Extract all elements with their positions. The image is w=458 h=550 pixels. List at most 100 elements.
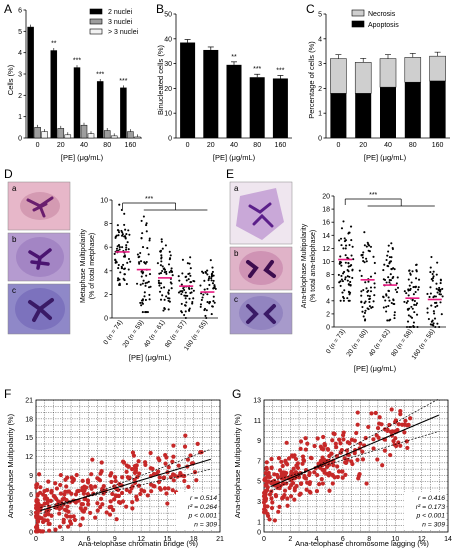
data-point bbox=[206, 287, 209, 290]
data-point bbox=[138, 262, 141, 265]
micrograph-e-a: a bbox=[229, 181, 293, 245]
significance-label: ** bbox=[231, 54, 237, 61]
data-point bbox=[138, 491, 143, 497]
data-point bbox=[363, 319, 367, 322]
data-point bbox=[400, 422, 405, 427]
data-point bbox=[146, 247, 149, 250]
data-point bbox=[347, 441, 352, 446]
data-point bbox=[361, 310, 364, 313]
data-point bbox=[322, 443, 328, 448]
data-point bbox=[127, 475, 132, 480]
data-point bbox=[410, 305, 413, 308]
panel-f-frame bbox=[35, 399, 221, 533]
bar bbox=[27, 26, 34, 139]
panel-g-y-tick-label: 5 bbox=[257, 479, 261, 486]
panel-b-y-tick-label: 40 bbox=[164, 36, 172, 43]
data-point bbox=[428, 295, 431, 298]
bar bbox=[120, 87, 127, 139]
panel-e: 0 2 4 6 8 10 12 14 16 18 20 0 (n = 73)20 (n = 60)40… bbox=[301, 192, 446, 373]
data-point bbox=[128, 233, 131, 236]
data-point bbox=[143, 261, 146, 264]
data-point bbox=[355, 422, 360, 427]
data-point bbox=[300, 461, 305, 466]
data-point bbox=[184, 310, 187, 313]
data-point bbox=[430, 278, 433, 281]
data-point bbox=[139, 301, 142, 304]
data-point bbox=[350, 461, 355, 467]
data-point bbox=[148, 239, 151, 242]
confidence-band bbox=[270, 430, 439, 482]
data-point bbox=[367, 289, 370, 292]
data-point bbox=[327, 462, 332, 467]
panel-a-legend: 2 nuclei 3 nuclei > 3 nuclei bbox=[89, 8, 139, 36]
data-point bbox=[405, 325, 409, 329]
micrograph-d-b: b bbox=[7, 232, 71, 282]
data-point bbox=[93, 484, 98, 489]
data-point bbox=[282, 493, 287, 498]
data-point bbox=[139, 260, 143, 263]
data-point bbox=[367, 280, 370, 283]
data-point bbox=[126, 261, 129, 264]
data-point bbox=[212, 274, 215, 277]
data-point bbox=[45, 518, 50, 523]
data-point bbox=[414, 290, 417, 294]
data-point bbox=[190, 287, 193, 290]
data-point bbox=[298, 481, 304, 486]
data-point bbox=[184, 297, 187, 300]
panel-f-points bbox=[33, 433, 204, 534]
data-point bbox=[308, 455, 313, 460]
data-point bbox=[80, 516, 85, 521]
panel-a-xlabel: [PE] (μg/mL) bbox=[61, 153, 104, 162]
data-point bbox=[386, 319, 389, 322]
panel-e-x-tick-label: 40 (n = 62) bbox=[368, 328, 392, 358]
data-point bbox=[177, 291, 181, 294]
data-point bbox=[305, 480, 310, 485]
data-point bbox=[342, 220, 345, 223]
data-point bbox=[344, 278, 347, 281]
panel-letter-b: B bbox=[156, 2, 164, 16]
data-point bbox=[208, 302, 211, 305]
data-point bbox=[343, 472, 348, 477]
data-point bbox=[118, 500, 123, 505]
data-point bbox=[390, 242, 393, 245]
data-point bbox=[363, 301, 366, 305]
data-point bbox=[146, 311, 149, 314]
data-point bbox=[182, 444, 188, 449]
data-point bbox=[124, 504, 129, 509]
data-point bbox=[132, 477, 137, 482]
panel-d-y-tick-label: 10 bbox=[100, 198, 108, 205]
data-point bbox=[387, 304, 390, 308]
data-point bbox=[161, 269, 164, 273]
data-point bbox=[352, 438, 357, 443]
panel-b-y-tick-label: 20 bbox=[164, 86, 172, 93]
data-point bbox=[120, 208, 123, 212]
data-point bbox=[53, 481, 58, 486]
data-point bbox=[396, 440, 401, 445]
data-point bbox=[99, 496, 104, 501]
legend-swatch-gt3-nuclei bbox=[89, 28, 103, 35]
panel-g-x-tick-label: 14 bbox=[444, 536, 452, 543]
data-point bbox=[330, 481, 335, 486]
data-point bbox=[116, 229, 120, 232]
data-point bbox=[426, 307, 429, 310]
data-point bbox=[140, 219, 143, 222]
data-point bbox=[123, 223, 126, 226]
data-point bbox=[338, 262, 341, 265]
data-point bbox=[148, 237, 151, 240]
data-point bbox=[171, 454, 176, 459]
data-point bbox=[85, 498, 91, 503]
micrograph-e-c: c bbox=[229, 292, 293, 335]
data-point bbox=[280, 496, 285, 501]
data-point bbox=[81, 491, 86, 496]
data-point bbox=[347, 232, 350, 235]
data-point bbox=[351, 276, 354, 279]
panel-a-y-tick-label: 5 bbox=[18, 29, 22, 36]
panel-d-xlabel: [PE] (μg/mL) bbox=[129, 353, 172, 362]
data-point bbox=[373, 294, 376, 297]
data-point bbox=[440, 313, 443, 316]
data-point bbox=[117, 231, 121, 234]
data-point bbox=[341, 430, 346, 435]
data-point bbox=[144, 282, 147, 285]
legend-swatch-3-nuclei bbox=[89, 18, 103, 25]
panel-e-micrographs: a b c bbox=[229, 181, 293, 335]
